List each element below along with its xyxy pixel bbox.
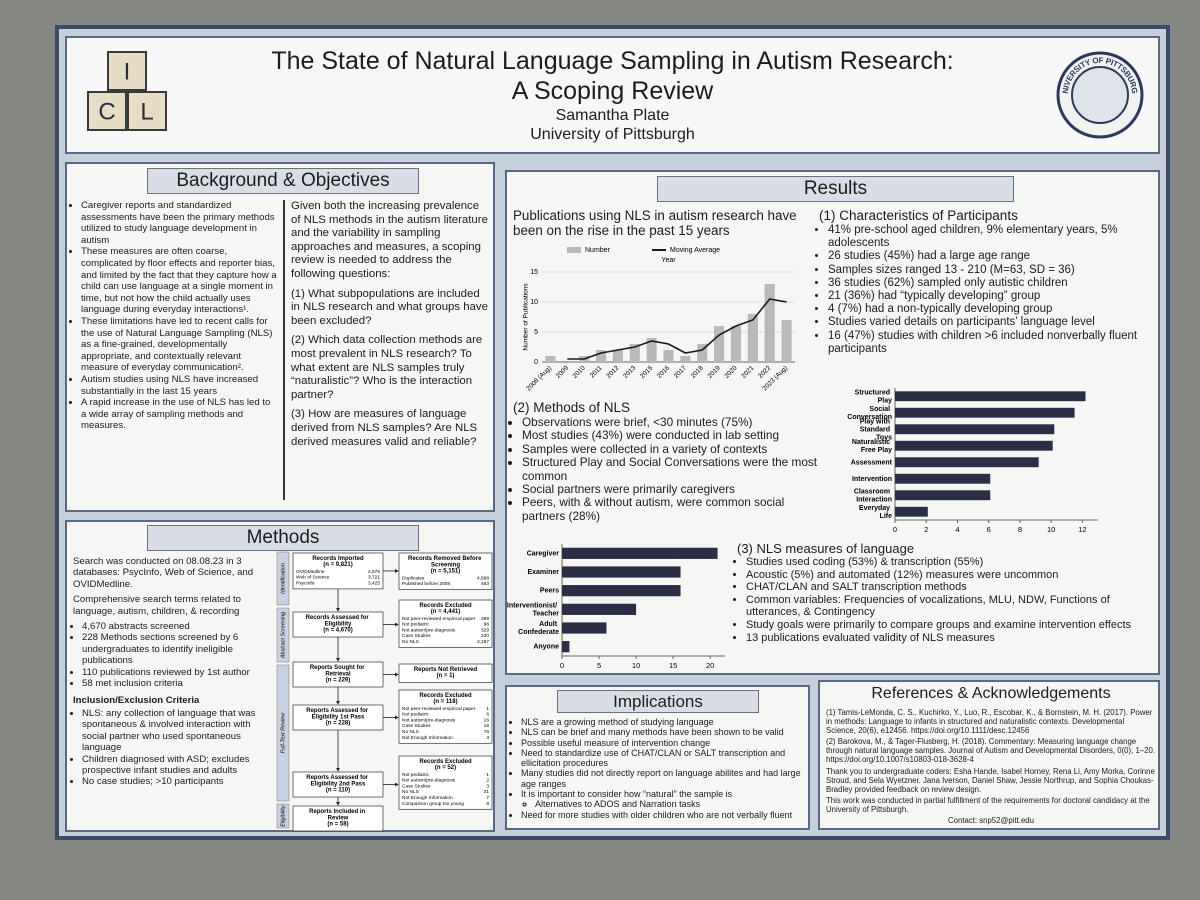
references-text: (1) Tamis-LeMonda, C. S., Kuchirko, Y., … [826,708,1156,825]
nls-measures: (3) NLS measures of language Studies use… [737,541,1155,644]
implications-text: NLS are a growing method of studying lan… [512,717,804,820]
bullet-list: Caregiver reports and standardized asses… [72,200,277,432]
bullet: These limitations have led to recent cal… [81,316,277,374]
banner: The State of Natural Language Sampling i… [65,36,1160,154]
bullet-list: NLS are a growing method of studying lan… [512,717,804,820]
question: (3) How are measures of language derived… [291,408,478,448]
question: (2) Which data collection methods are mo… [291,334,483,401]
bullet-list: Alternatives to ADOS and Narration tasks [521,799,804,809]
divider [283,200,285,500]
title-line: The State of Natural Language Sampling i… [271,47,954,75]
contact: Contact: snp52@pitt.edu [948,816,1034,826]
bullet: 13 publications evaluated validity of NL… [746,632,1155,645]
bullet: NLS can be brief and many methods have b… [521,727,804,737]
bullet: Need for more studies with older childre… [521,810,804,820]
bullet: Alternatives to ADOS and Narration tasks [535,799,804,809]
bullet: 41% pre-school aged children, 9% element… [828,224,1155,250]
bullet: Possible useful measure of intervention … [521,738,804,748]
subheading: (1) Characteristics of Participants [819,208,1018,223]
intro: Given both the increasing prevalence of … [291,200,488,280]
bullet: Study goals were primarily to compare gr… [746,619,1155,632]
methods-panel: Methods Search was conducted on 08.08.23… [65,520,495,832]
bullet: 58 met inclusion criteria [82,678,273,689]
section-heading: References & Acknowledgements [871,685,1111,702]
bullet: Social partners were primarily caregiver… [522,482,823,496]
bullet-text: It is important to consider how “natural… [521,789,733,800]
bullet: A rapid increase in the use of NLS has l… [81,397,277,432]
title-line: A Scoping Review [511,77,714,105]
bullet-list: 4,670 abstracts screened228 Methods sect… [73,621,273,689]
reference: (2) Barokova, M., & Tager-Flusberg, H. (… [826,737,1155,765]
bullet: 16 (47%) studies with children >6 includ… [828,330,1155,356]
question: (1) What subpopulations are included in … [291,287,488,327]
title: The State of Natural Language Sampling i… [67,46,1158,144]
bullet: NLS: any collection of language that was… [82,708,273,754]
bullet: Samples were collected in a variety of c… [522,442,823,456]
bullet: 26 studies (45%) had a large age range [828,250,1155,263]
bullet: 36 studies (62%) sampled only autistic c… [828,277,1155,290]
bullet: Caregiver reports and standardized asses… [81,200,277,246]
bullet: 4 (7%) had a non-typically developing gr… [828,303,1155,316]
bullet: No case studies; >10 participants [82,776,273,787]
bullet: It is important to consider how “natural… [521,789,804,810]
subheading: (3) NLS measures of language [737,541,915,556]
bullet: 228 Methods sections screened by 6 under… [82,632,273,666]
bullet-list: NLS: any collection of language that was… [73,708,273,788]
section-heading: Methods [147,525,419,551]
background-left: Caregiver reports and standardized asses… [72,200,277,432]
bullet: Common variables: Frequencies of vocaliz… [746,594,1155,619]
bullet: 21 (36%) had “typically developing” grou… [828,290,1155,303]
bullet: Acoustic (5%) and automated (12%) measur… [746,569,1155,582]
reference: (1) Tamis-LeMonda, C. S., Kuchirko, Y., … [826,708,1153,736]
author: Samantha Plate [555,107,670,124]
reference: This work was conducted in partial fulfi… [826,795,1150,814]
paragraph: Comprehensive search terms related to la… [73,594,241,617]
bullet: Structured Play and Social Conversations… [522,456,823,483]
section-heading: Implications [557,690,759,713]
bullet: 4,670 abstracts screened [82,621,273,632]
bullet: Observations were brief, <30 minutes (75… [522,415,823,429]
subheading: Inclusion/Exclusion Criteria [73,695,200,707]
paragraph: Search was conducted on 08.08.23 in 3 da… [73,556,254,590]
participants: (1) Characteristics of Participants 41% … [819,208,1155,356]
bullet: Children diagnosed with ASD; excludes pr… [82,754,273,777]
bullet: Samples sizes ranged 13 - 210 (M=63, SD … [828,264,1155,277]
bullet: Studies varied details on participants’ … [828,316,1155,329]
nls-methods: (2) Methods of NLS Observations were bri… [513,400,823,523]
references-panel: References & Acknowledgements (1) Tamis-… [818,680,1160,830]
chart-title: Publications using NLS in autism researc… [513,208,797,238]
results-panel: Results Publications using NLS in autism… [505,170,1160,675]
bullet: CHAT/CLAN and SALT transcription methods [746,581,1155,594]
bullet: NLS are a growing method of studying lan… [521,717,804,727]
bullet: Autism studies using NLS have increased … [81,374,277,397]
subheading: (2) Methods of NLS [513,400,631,415]
bullet: These measures are often coarse, complic… [81,246,277,316]
methods-text: Search was conducted on 08.08.23 in 3 da… [73,556,273,788]
bullet-list: 41% pre-school aged children, 9% element… [819,224,1155,356]
bullet-list: Studies used coding (53%) & transcriptio… [737,556,1155,644]
reference: Thank you to undergraduate coders: Esha … [826,766,1155,794]
implications-panel: Implications NLS are a growing method of… [505,685,810,830]
bullet: Studies used coding (53%) & transcriptio… [746,556,1155,569]
bullet: Peers, with & without autism, were commo… [522,496,823,523]
section-heading: Background & Objectives [147,168,419,194]
bullet-list: Observations were brief, <30 minutes (75… [513,415,823,523]
bullet: Need to standardize use of CHAT/CLAN or … [521,748,804,769]
bullet: 110 publications reviewed by 1st author [82,667,273,678]
affiliation: University of Pittsburgh [530,126,695,143]
bullet: Most studies (43%) were conducted in lab… [522,428,823,442]
background-right: Given both the increasing prevalence of … [291,200,489,453]
background-panel: Background & Objectives Caregiver report… [65,162,495,512]
bullet: Many studies did not directly report on … [521,768,804,789]
section-heading: Results [657,176,1014,202]
